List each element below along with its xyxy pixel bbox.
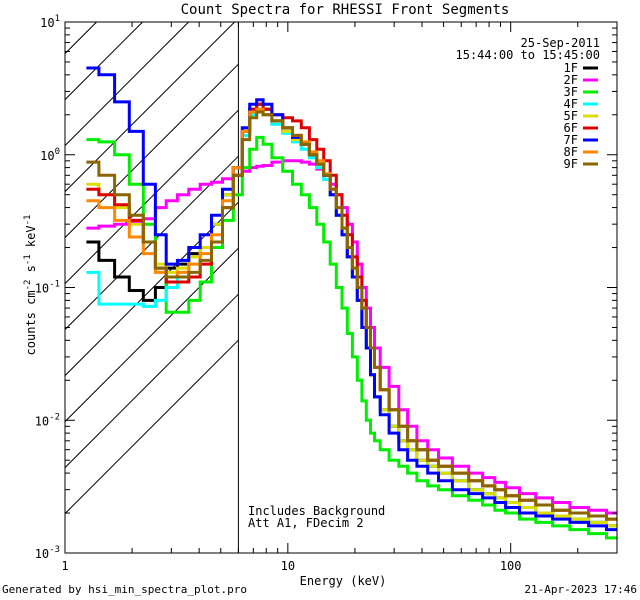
observation-date: 25-Sep-2011	[521, 36, 600, 50]
series-5f	[86, 102, 617, 528]
legend-label-6f: 6F	[564, 121, 578, 135]
footer-generated-by: Generated by hsi_min_spectra_plot.pro	[2, 583, 248, 596]
excluded-energy-region	[65, 22, 239, 553]
x-tick-label: 1	[61, 559, 68, 573]
legend-label-4f: 4F	[564, 97, 578, 111]
legend-label-2f: 2F	[564, 73, 578, 87]
x-tick-label: 100	[500, 559, 522, 573]
y-tick-label: 10-1	[35, 280, 60, 296]
series-layer	[86, 66, 617, 540]
legend-label-8f: 8F	[564, 145, 578, 159]
chart-title: Count Spectra for RHESSI Front Segments	[181, 2, 510, 18]
y-tick-label: 101	[40, 14, 60, 30]
hatch-line	[65, 22, 235, 192]
hatch-line	[65, 339, 239, 514]
annotation-attenuator: Att A1, FDecim 2	[248, 516, 364, 530]
hatch-line	[65, 109, 239, 284]
hatch-line	[65, 293, 239, 468]
series-4f	[86, 107, 617, 528]
axis-ticks	[64, 21, 618, 554]
x-tick-label: 10	[281, 559, 295, 573]
series-1f	[86, 102, 617, 528]
series-8f	[86, 107, 617, 521]
hatch-line	[65, 247, 239, 422]
y-axis-label: counts cm-2 s-1 keV-1	[23, 215, 38, 356]
hatch-line	[65, 22, 97, 54]
legend-label-1f: 1F	[564, 61, 578, 75]
y-tick-labels: 10-3 10-2 10-1 100 101	[35, 14, 60, 561]
footer-timestamp: 21-Apr-2023 17:46	[524, 583, 637, 596]
hatch-line	[65, 22, 143, 100]
x-tick-labels: 1 10 100	[61, 559, 521, 573]
observation-time-range: 15:44:00 to 15:45:00	[456, 48, 601, 62]
hatch-line	[65, 63, 239, 238]
legend-label-7f: 7F	[564, 133, 578, 147]
legend-label-3f: 3F	[564, 85, 578, 99]
legend-label-9f: 9F	[564, 157, 578, 171]
hatch-line	[65, 22, 189, 146]
annotation-background: Includes Background	[248, 504, 385, 518]
legend-label-5f: 5F	[564, 109, 578, 123]
hatch-line	[65, 201, 239, 376]
y-tick-label: 100	[40, 147, 60, 163]
x-axis-label: Energy (keV)	[300, 574, 387, 588]
series-9f	[86, 110, 617, 521]
y-tick-label: 10-2	[35, 412, 60, 428]
y-tick-label: 10-3	[35, 545, 60, 561]
series-3f	[86, 135, 617, 540]
